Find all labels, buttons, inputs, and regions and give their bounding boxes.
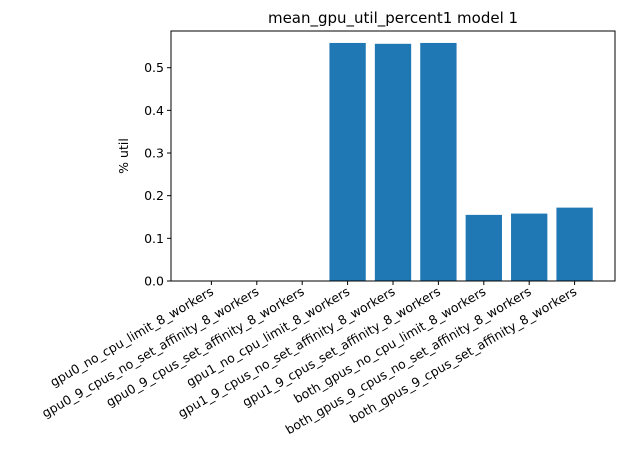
bars-group [329, 42, 593, 282]
x-axis: gpu0_no_cpu_limit_8_workersgpu0_9_cpus_n… [39, 281, 579, 437]
y-tick-label-2: 0.2 [144, 188, 164, 203]
y-axis-label: % util [116, 138, 131, 174]
bar-6 [465, 214, 502, 281]
chart-title: mean_gpu_util_percent1 model 1 [268, 9, 518, 28]
bar-3 [329, 42, 366, 282]
bar-7 [511, 213, 548, 281]
y-tick-label-1: 0.1 [144, 231, 164, 246]
y-tick-label-3: 0.3 [144, 146, 164, 161]
y-tick-label-4: 0.4 [144, 103, 164, 118]
bar-4 [374, 43, 412, 282]
y-tick-label-0: 0.0 [144, 274, 164, 289]
bar-8 [556, 207, 593, 281]
y-axis: 0.0 0.1 0.2 0.3 0.4 0.5 [144, 60, 171, 289]
bar-5 [420, 42, 457, 282]
y-tick-label-5: 0.5 [144, 60, 164, 75]
plot-frame [170, 30, 616, 282]
